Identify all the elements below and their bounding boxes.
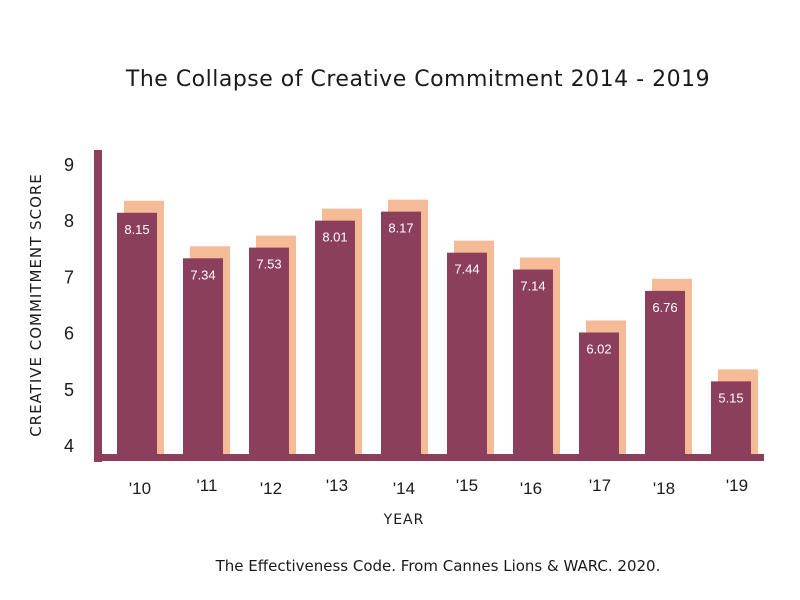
bar-value-label: 8.01	[322, 230, 347, 245]
bar-value-label: 6.02	[586, 341, 611, 356]
y-tick-label: 8	[64, 211, 74, 231]
y-tick-label: 4	[64, 436, 74, 456]
bar	[249, 247, 289, 456]
source-caption: The Effectiveness Code. From Cannes Lion…	[215, 557, 661, 575]
bar-value-label: 7.44	[454, 262, 479, 277]
x-tick-label: '10	[129, 479, 151, 498]
x-tick-label: '13	[326, 476, 348, 495]
bar	[513, 269, 553, 456]
axes	[94, 150, 764, 462]
chart-title: The Collapse of Creative Commitment 2014…	[125, 67, 710, 92]
x-tick-label: '18	[653, 479, 675, 498]
bars: 8.15 7.34 7.53 8.01 8.17 7.44 7.14 6.02 6.76 5.15	[117, 199, 758, 456]
bar-value-label: 8.17	[388, 221, 413, 236]
y-axis-title: CREATIVE COMMITMENT SCORE	[27, 173, 45, 437]
x-tick-label: '15	[456, 476, 478, 495]
bar	[645, 290, 685, 456]
y-tick-label: 5	[64, 380, 74, 400]
bar	[315, 220, 355, 456]
bar	[711, 381, 751, 456]
bar	[381, 211, 421, 456]
y-tick-label: 9	[64, 155, 74, 175]
bar	[579, 332, 619, 456]
bar-value-label: 7.14	[520, 279, 545, 294]
x-axis-line	[94, 454, 764, 461]
x-axis-title: YEAR	[383, 512, 425, 528]
bar	[447, 252, 487, 456]
x-axis-ticks: '10 '11 '12 '13 '14 '15 '16 '17 '18 '19	[129, 476, 748, 498]
bar	[117, 212, 157, 456]
bar	[183, 258, 223, 456]
x-tick-label: '14	[393, 479, 415, 498]
y-tick-label: 7	[64, 267, 74, 287]
y-tick-label: 6	[64, 324, 74, 344]
y-axis-line	[94, 150, 102, 462]
y-axis-ticks: 4 5 6 7 8 9	[64, 155, 74, 456]
x-tick-label: '17	[589, 476, 611, 495]
x-tick-label: '11	[197, 476, 218, 495]
bar-value-label: 7.34	[190, 267, 215, 282]
x-tick-label: '16	[520, 479, 542, 498]
bar-value-label: 5.15	[718, 390, 743, 405]
bar-value-label: 7.53	[256, 257, 281, 272]
x-tick-label: '12	[260, 479, 282, 498]
bar-value-label: 6.76	[652, 300, 677, 315]
bar-value-label: 8.15	[124, 222, 149, 237]
x-tick-label: '19	[726, 476, 748, 495]
